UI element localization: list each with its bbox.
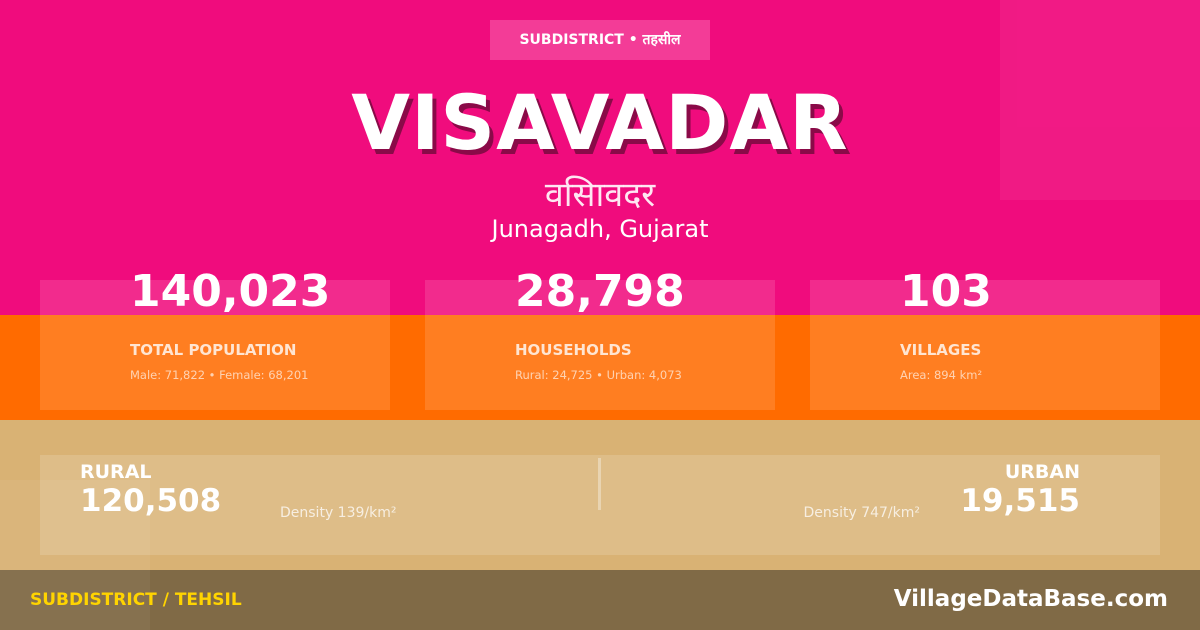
stat-label: TOTAL POPULATION bbox=[130, 341, 297, 359]
rural-density: Density 139/km² bbox=[280, 505, 397, 521]
urban-density: Density 747/km² bbox=[803, 505, 920, 521]
stats-band bbox=[0, 315, 1200, 420]
stat-label: HOUSEHOLDS bbox=[515, 341, 632, 359]
stat-card-households: 28,798 HOUSEHOLDS Rural: 24,725 • Urban:… bbox=[425, 266, 775, 410]
stat-sub: Area: 894 km² bbox=[900, 368, 983, 382]
stat-value: 140,023 bbox=[130, 266, 331, 317]
stat-card-population: 140,023 TOTAL POPULATION Male: 71,822 • … bbox=[40, 266, 390, 410]
divider bbox=[598, 458, 601, 510]
decorative-square bbox=[0, 480, 150, 630]
decorative-square bbox=[1000, 0, 1200, 200]
footer-category: SUBDISTRICT / TEHSIL bbox=[30, 590, 242, 610]
rural-urban-panel: RURAL 120,508 Density 139/km² Density 74… bbox=[40, 455, 1160, 555]
page-title: VISAVADAR bbox=[351, 78, 849, 167]
header-band bbox=[0, 0, 1200, 315]
rural-value: 120,508 bbox=[80, 483, 222, 519]
stat-value: 103 bbox=[900, 266, 992, 317]
location: Junagadh, Gujarat bbox=[491, 215, 709, 243]
stat-sub: Male: 71,822 • Female: 68,201 bbox=[130, 368, 309, 382]
stat-label: VILLAGES bbox=[900, 341, 982, 359]
footer-band bbox=[0, 570, 1200, 630]
rural-urban-band bbox=[0, 420, 1200, 570]
stat-card-villages: 103 VILLAGES Area: 894 km² bbox=[810, 266, 1160, 410]
urban-value: 19,515 bbox=[960, 483, 1080, 519]
stat-value: 28,798 bbox=[515, 266, 685, 317]
urban-label: URBAN bbox=[1004, 461, 1080, 483]
stat-sub: Rural: 24,725 • Urban: 4,073 bbox=[515, 368, 682, 382]
type-badge: SUBDISTRICT • तहसील bbox=[490, 20, 710, 60]
site-brand: VillageDataBase.com bbox=[893, 586, 1168, 612]
rural-label: RURAL bbox=[80, 461, 152, 483]
hindi-title: वसिावदर bbox=[544, 175, 656, 215]
